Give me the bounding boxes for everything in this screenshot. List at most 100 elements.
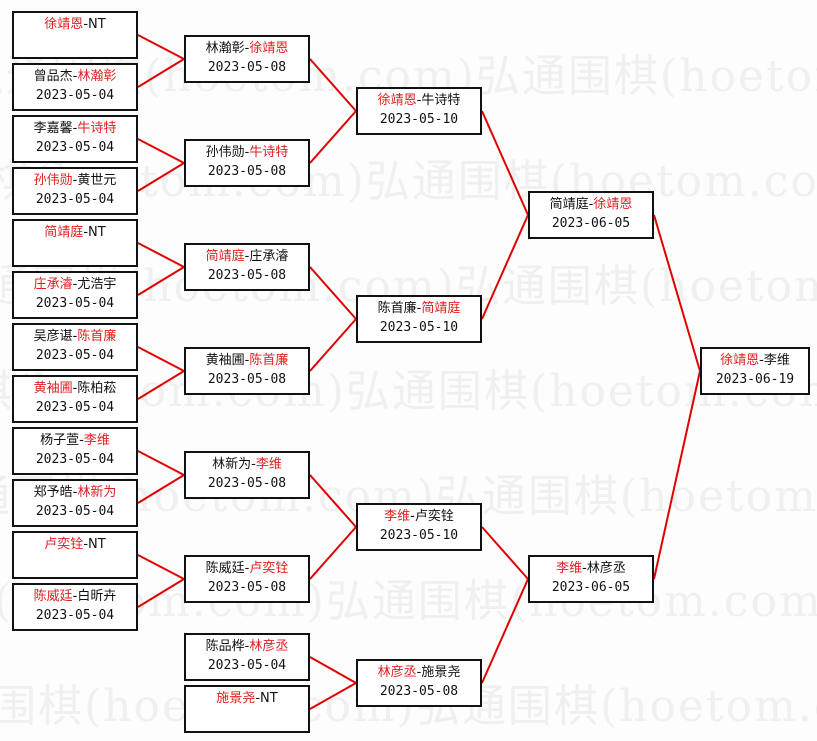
match-players: 简靖庭-庄承濬	[186, 247, 308, 266]
match-box: 陈威廷-白昕卉 2023-05-04	[12, 583, 138, 631]
player-2: 陈首廉	[77, 329, 117, 344]
match-date: 2023-05-04	[35, 452, 115, 467]
match-box: 徐靖恩-李维 2023-06-19	[700, 347, 810, 395]
match-date: 2023-05-04	[35, 348, 115, 363]
match-box: 陈首廉-简靖庭 2023-05-10	[356, 295, 482, 343]
player-1: 李嘉馨	[33, 121, 73, 136]
player-2: NT	[88, 225, 106, 240]
separator: -	[83, 537, 89, 552]
separator: -	[83, 17, 89, 32]
separator: -	[72, 381, 78, 396]
player-1: 简靖庭	[205, 249, 245, 264]
player-2: NT	[260, 691, 278, 706]
separator: -	[79, 433, 84, 448]
match-players: 简靖庭-NT	[14, 223, 136, 242]
connector-line	[309, 474, 357, 528]
player-1: 孙伟勋	[205, 145, 245, 160]
match-box: 陈品桦-林彦丞 2023-05-04	[184, 633, 310, 681]
player-2: 牛诗特	[249, 145, 289, 160]
player-2: 尤浩宇	[77, 277, 117, 292]
match-box: 孙伟勋-牛诗特 2023-05-08	[184, 139, 310, 187]
separator: -	[410, 509, 415, 524]
match-box: 施景尧-NT	[184, 685, 310, 733]
match-players: 吴彦谌-陈首廉	[14, 327, 136, 346]
player-1: 孙伟勋	[33, 173, 73, 188]
player-1: 陈品桦	[205, 639, 245, 654]
player-1: 林彦丞	[377, 665, 417, 680]
separator: -	[582, 561, 587, 576]
connector-line	[309, 318, 357, 372]
match-date: 2023-05-04	[35, 140, 115, 155]
match-box: 曾品杰-林瀚彰 2023-05-04	[12, 63, 138, 111]
separator: -	[244, 639, 250, 654]
player-1: 徐靖恩	[377, 93, 417, 108]
match-box: 简靖庭-庄承濬 2023-05-08	[184, 243, 310, 291]
player-1: 李维	[384, 509, 411, 524]
match-box: 郑予皓-林新为 2023-05-04	[12, 479, 138, 527]
match-players: 李维-林彦丞	[530, 559, 652, 578]
separator: -	[588, 197, 594, 212]
player-1: 施景尧	[216, 691, 256, 706]
match-date: 2023-05-04	[35, 400, 115, 415]
connector-line	[137, 554, 185, 580]
match-players: 郑予皓-林新为	[14, 483, 136, 502]
match-box: 李维-林彦丞 2023-06-05	[528, 555, 654, 603]
connector-line	[137, 346, 185, 372]
match-date: 2023-05-04	[35, 296, 115, 311]
separator: -	[251, 457, 256, 472]
match-box: 杨子萱-李维 2023-05-04	[12, 427, 138, 475]
match-box: 简靖庭-徐靖恩 2023-06-05	[528, 191, 654, 239]
player-2: 徐靖恩	[249, 41, 289, 56]
player-2: 林瀚彰	[77, 69, 117, 84]
player-2: 牛诗特	[77, 121, 117, 136]
connector-line	[137, 370, 185, 400]
player-2: 李维	[83, 433, 110, 448]
connector-line	[137, 474, 185, 504]
match-players: 陈威廷-卢奕铨	[186, 559, 308, 578]
player-1: 杨子萱	[40, 433, 80, 448]
match-date: 2023-05-10	[379, 320, 459, 335]
match-players: 黄袖圃-陈首廉	[186, 351, 308, 370]
match-box: 黄袖圃-陈首廉 2023-05-08	[184, 347, 310, 395]
player-1: 陈威廷	[205, 561, 245, 576]
player-1: 吴彦谌	[33, 329, 73, 344]
connector-line	[481, 526, 529, 580]
separator: -	[72, 589, 78, 604]
connector-line	[653, 214, 701, 372]
player-1: 陈首廉	[377, 301, 417, 316]
player-2: 卢奕铨	[249, 561, 289, 576]
match-players: 陈威廷-白昕卉	[14, 587, 136, 606]
player-2: 陈柏菘	[77, 381, 117, 396]
match-players: 林新为-李维	[186, 455, 308, 474]
player-1: 徐靖恩	[44, 17, 84, 32]
match-players: 孙伟勋-牛诗特	[186, 143, 308, 162]
player-1: 庄承濬	[33, 277, 73, 292]
match-players: 简靖庭-徐靖恩	[530, 195, 652, 214]
player-1: 简靖庭	[44, 225, 84, 240]
match-date: 2023-05-08	[207, 268, 287, 283]
match-date: 2023-05-10	[379, 528, 459, 543]
separator: -	[72, 121, 78, 136]
player-2: NT	[88, 537, 106, 552]
match-players: 陈品桦-林彦丞	[186, 637, 308, 656]
connector-line	[309, 656, 357, 684]
player-2: 黄世元	[77, 173, 117, 188]
connector-line	[481, 578, 529, 684]
separator: -	[416, 665, 422, 680]
player-2: NT	[88, 17, 106, 32]
match-date: 2023-05-08	[207, 476, 287, 491]
match-date: 2023-05-08	[207, 580, 287, 595]
match-players: 林彦丞-施景尧	[358, 663, 480, 682]
match-date: 2023-05-04	[35, 608, 115, 623]
match-date: 2023-05-04	[35, 88, 115, 103]
match-box: 徐靖恩-NT	[12, 11, 138, 59]
connector-line	[137, 162, 185, 192]
player-1: 陈威廷	[33, 589, 73, 604]
player-2: 简靖庭	[421, 301, 461, 316]
match-date: 2023-05-08	[379, 684, 459, 699]
match-box: 李嘉馨-牛诗特 2023-05-04	[12, 115, 138, 163]
separator: -	[244, 561, 250, 576]
player-2: 卢奕铨	[414, 509, 454, 524]
match-date: 2023-05-10	[379, 112, 459, 127]
